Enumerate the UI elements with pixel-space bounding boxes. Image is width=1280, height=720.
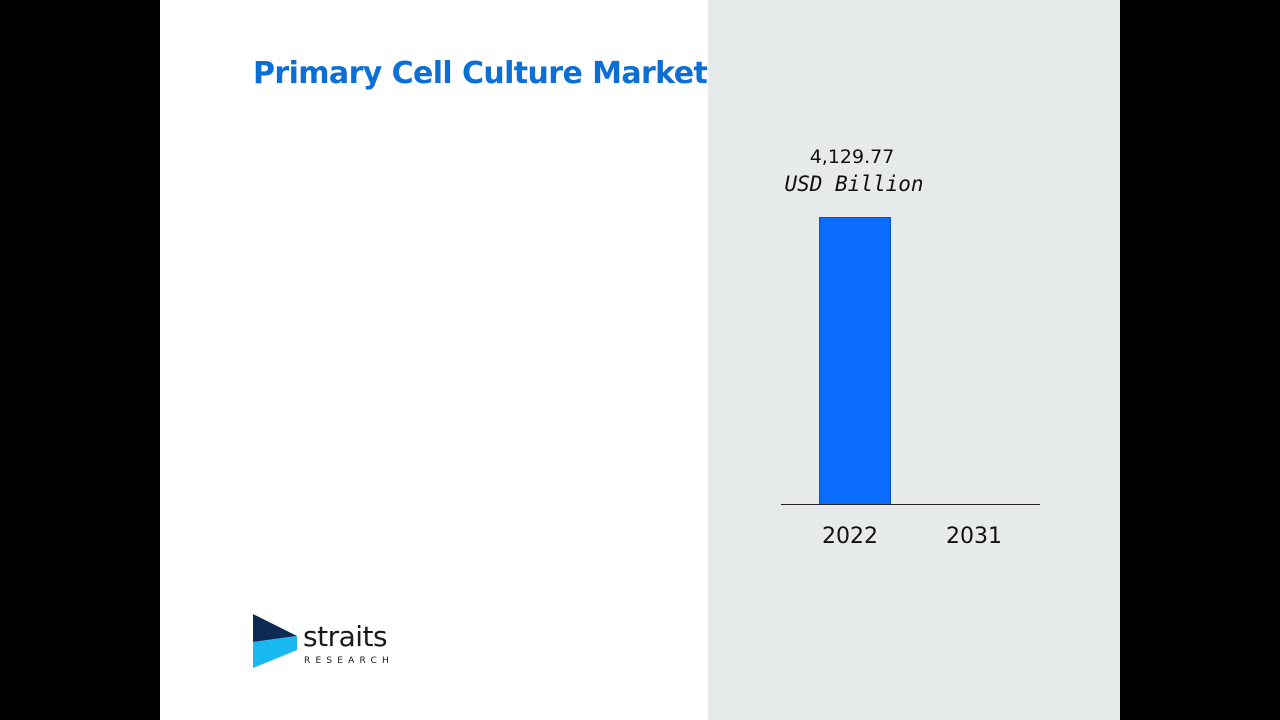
straits-research-logo: straits RESEARCH bbox=[253, 614, 403, 670]
bar-value-label: 4,129.77 bbox=[809, 146, 895, 168]
slide: Primary Cell Culture Market 4,129.77 USD… bbox=[160, 0, 1120, 720]
chart-panel bbox=[708, 0, 1120, 720]
x-tick-2031: 2031 bbox=[946, 524, 1002, 549]
x-tick-2022: 2022 bbox=[822, 524, 878, 549]
page-title: Primary Cell Culture Market bbox=[253, 56, 708, 91]
logo-word: straits bbox=[303, 620, 388, 653]
x-axis-line bbox=[781, 504, 1040, 505]
logo-mark-icon bbox=[253, 614, 297, 668]
bar-2022 bbox=[819, 217, 891, 505]
logo-subtitle: RESEARCH bbox=[304, 656, 394, 666]
bar-unit-label: USD Billion bbox=[784, 172, 924, 196]
